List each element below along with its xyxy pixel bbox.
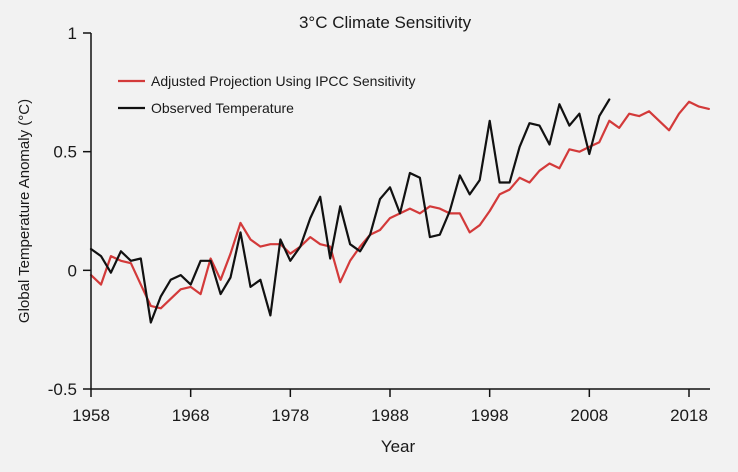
- y-tick-label: 0.5: [53, 143, 77, 162]
- chart-title: 3°C Climate Sensitivity: [299, 13, 472, 32]
- y-tick-group: -0.5 0 0.5 1: [48, 24, 91, 399]
- y-tick-label: -0.5: [48, 380, 77, 399]
- x-axis-label: Year: [381, 437, 416, 456]
- x-tick-label: 1958: [72, 406, 110, 425]
- x-tick-label: 1968: [172, 406, 210, 425]
- series-layer: [89, 98, 711, 324]
- x-tick-label: 1978: [271, 406, 309, 425]
- x-tick-label: 1998: [471, 406, 509, 425]
- legend-label-observed: Observed Temperature: [151, 100, 294, 116]
- y-axis-label: Global Temperature Anomaly (°C): [16, 99, 33, 323]
- y-tick-label: 1: [68, 24, 77, 43]
- x-tick-group: 1958 1968 1978 1988 1998 2008 2018: [72, 389, 708, 425]
- y-tick-label: 0: [68, 261, 77, 280]
- legend-label-projection: Adjusted Projection Using IPCC Sensitivi…: [151, 73, 416, 89]
- legend: Adjusted Projection Using IPCC Sensitivi…: [118, 73, 416, 116]
- x-tick-label: 2018: [670, 406, 708, 425]
- x-tick-label: 2008: [570, 406, 608, 425]
- observed-series-line: [89, 98, 611, 324]
- x-tick-label: 1988: [371, 406, 409, 425]
